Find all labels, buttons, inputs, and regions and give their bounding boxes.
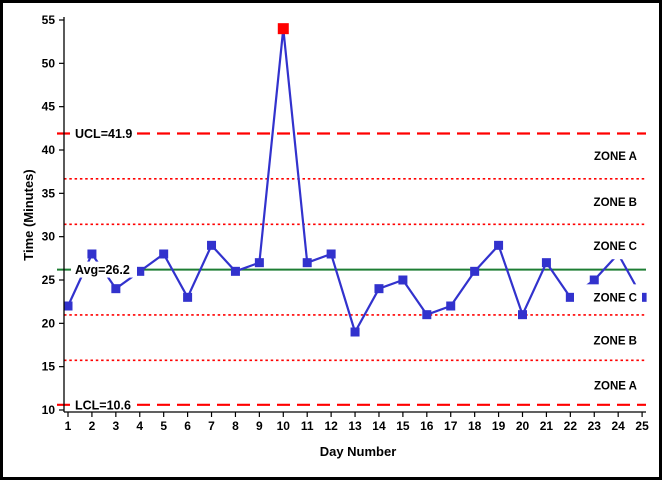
y-tick-label: 20 bbox=[42, 316, 56, 330]
data-point bbox=[494, 240, 504, 250]
x-tick-label: 3 bbox=[112, 419, 119, 433]
data-point bbox=[63, 301, 73, 311]
data-point bbox=[637, 292, 647, 302]
x-tick-label: 16 bbox=[420, 419, 434, 433]
data-point bbox=[422, 310, 432, 320]
x-tick-label: 6 bbox=[184, 419, 191, 433]
zone-label: ZONE A bbox=[594, 151, 637, 163]
zone-label: ZONE B bbox=[594, 197, 637, 209]
data-point bbox=[207, 240, 217, 250]
zone-label: ZONE A bbox=[594, 381, 637, 393]
data-point bbox=[302, 258, 312, 268]
x-axis-title: Day Number bbox=[319, 444, 397, 459]
y-tick-label: 50 bbox=[42, 56, 56, 70]
data-point bbox=[254, 258, 264, 268]
zone-label-bg bbox=[574, 143, 642, 170]
data-point bbox=[87, 249, 97, 259]
y-tick-label: 45 bbox=[42, 100, 56, 114]
x-tick-label: 18 bbox=[468, 419, 482, 433]
zone-label: ZONE C bbox=[594, 241, 637, 253]
zone-label-bg bbox=[574, 372, 642, 399]
data-point bbox=[159, 249, 169, 259]
data-point bbox=[470, 266, 480, 276]
data-point bbox=[183, 292, 193, 302]
out-of-control-point bbox=[277, 23, 289, 35]
chart-svg: UCL=41.9 Avg=26.2 LCL=10.6 ZONE A ZONE B ZONE… bbox=[42, 13, 649, 433]
data-point bbox=[565, 292, 575, 302]
y-tick-label: 35 bbox=[42, 186, 56, 200]
x-tick-label: 21 bbox=[540, 419, 554, 433]
data-point bbox=[541, 258, 551, 268]
ucl-label: UCL=41.9 bbox=[75, 127, 132, 141]
x-tick-label: 10 bbox=[277, 419, 291, 433]
x-tick-label: 12 bbox=[324, 419, 338, 433]
data-point bbox=[589, 275, 599, 285]
x-tick-label: 4 bbox=[136, 419, 143, 433]
data-point bbox=[230, 266, 240, 276]
x-tick-label: 7 bbox=[208, 419, 215, 433]
x-tick-label: 24 bbox=[611, 419, 625, 433]
x-tick-label: 5 bbox=[160, 419, 167, 433]
data-point bbox=[350, 327, 360, 337]
x-tick-label: 22 bbox=[564, 419, 578, 433]
x-tick-label: 23 bbox=[588, 419, 602, 433]
zone-label: ZONE C bbox=[594, 292, 637, 304]
y-axis-title: Time (Minutes) bbox=[21, 169, 36, 261]
x-tick-label: 13 bbox=[348, 419, 362, 433]
zone-label-bg bbox=[574, 189, 642, 215]
y-tick-label: 40 bbox=[42, 143, 56, 157]
x-tick-label: 14 bbox=[372, 419, 386, 433]
lcl-label-bg bbox=[71, 396, 137, 413]
data-point bbox=[111, 284, 121, 294]
data-point bbox=[446, 301, 456, 311]
data-point bbox=[135, 266, 145, 276]
x-tick-label: 1 bbox=[65, 419, 72, 433]
y-tick-label: 25 bbox=[42, 273, 56, 287]
data-point bbox=[398, 275, 408, 285]
y-tick-label: 10 bbox=[42, 403, 56, 417]
x-tick-label: 17 bbox=[444, 419, 458, 433]
series-line bbox=[67, 27, 644, 334]
lcl-label: LCL=10.6 bbox=[75, 398, 131, 412]
zone-label-bg bbox=[574, 327, 642, 354]
data-point bbox=[374, 284, 384, 294]
avg-label-bg bbox=[71, 261, 137, 278]
x-tick-label: 2 bbox=[89, 419, 96, 433]
y-tick-label: 30 bbox=[42, 230, 56, 244]
y-tick-label: 15 bbox=[42, 360, 56, 374]
zone-label-bg bbox=[574, 233, 642, 260]
data-point bbox=[517, 310, 527, 320]
y-tick-label: 55 bbox=[42, 13, 56, 27]
zone-label: ZONE B bbox=[594, 336, 637, 348]
x-tick-label: 25 bbox=[635, 419, 649, 433]
x-tick-label: 19 bbox=[492, 419, 506, 433]
ucl-label-bg bbox=[71, 125, 137, 142]
x-tick-label: 11 bbox=[301, 419, 314, 433]
x-tick-label: 9 bbox=[256, 419, 263, 433]
x-tick-label: 20 bbox=[516, 419, 530, 433]
avg-label: Avg=26.2 bbox=[75, 263, 130, 277]
x-tick-label: 8 bbox=[232, 419, 239, 433]
data-point bbox=[326, 249, 336, 259]
x-tick-label: 15 bbox=[396, 419, 410, 433]
zone-label-bg bbox=[574, 284, 642, 311]
